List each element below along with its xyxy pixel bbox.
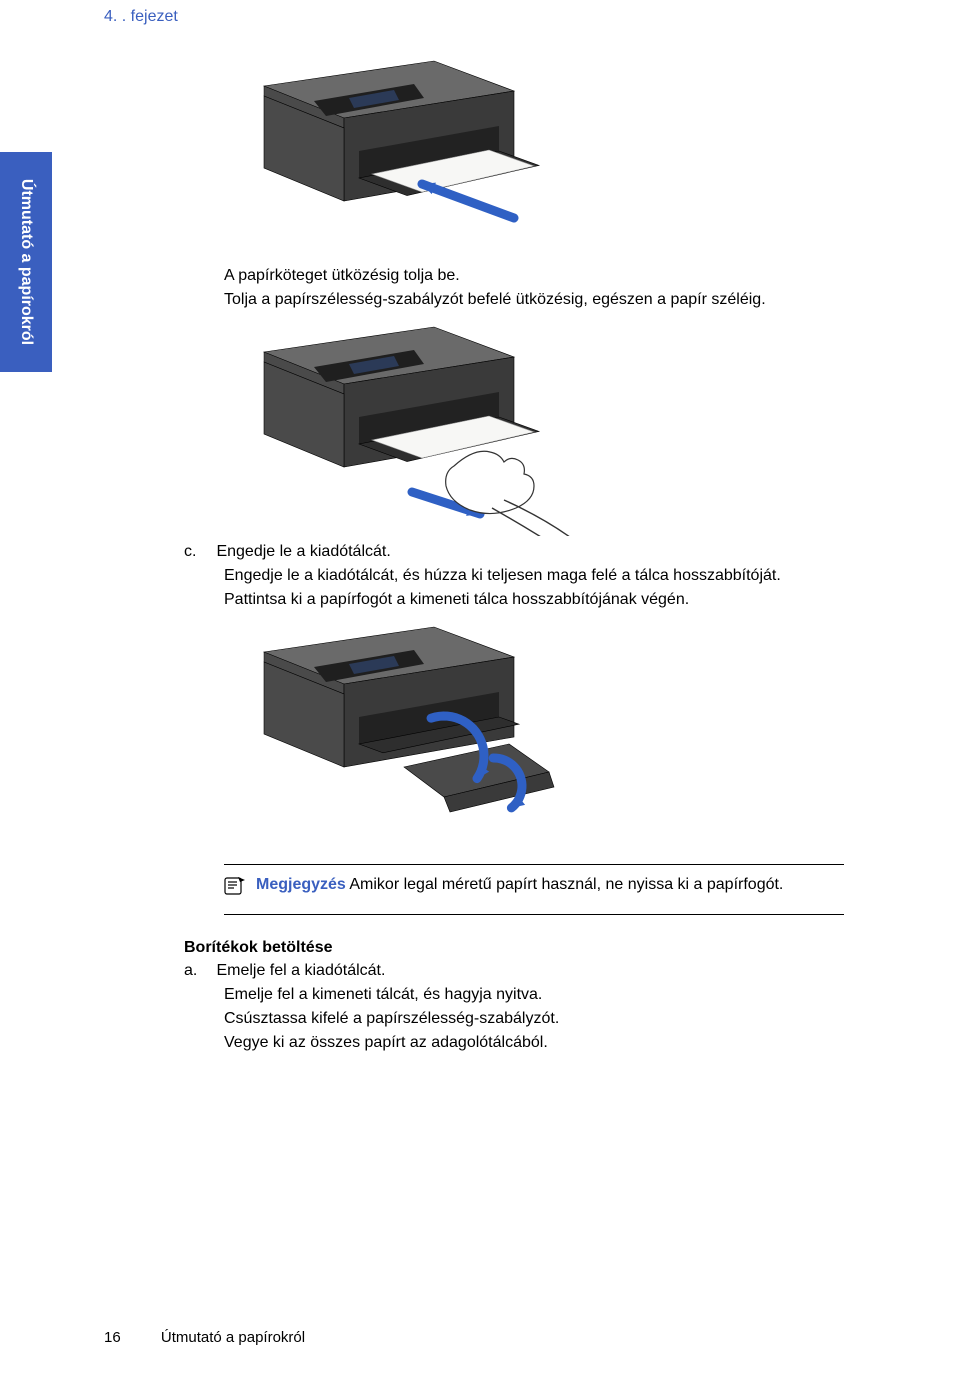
illustration-3 bbox=[244, 616, 564, 846]
step-c: c. Engedje le a kiadótálcát. bbox=[184, 542, 874, 562]
para-push-stack: A papírköteget ütközésig tolja be. bbox=[224, 266, 874, 286]
note-box: Megjegyzés Amikor legal méretű papírt ha… bbox=[224, 864, 844, 915]
content-area: A papírköteget ütközésig tolja be. Tolja… bbox=[104, 44, 874, 1055]
footer-title: Útmutató a papírokról bbox=[161, 1329, 305, 1346]
step-c-letter: c. bbox=[184, 542, 212, 562]
note-lead: Megjegyzés bbox=[256, 876, 346, 893]
note-text: Megjegyzés Amikor legal méretű papírt ha… bbox=[256, 875, 783, 896]
side-tab: Útmutató a papírokról bbox=[0, 152, 52, 372]
chapter-header: 4. . fejezet bbox=[104, 8, 178, 26]
step-a-letter: a. bbox=[184, 961, 212, 981]
step-c-line3: Pattintsa ki a papírfogót a kimeneti tál… bbox=[224, 590, 874, 610]
step-a-line4: Vegye ki az összes papírt az adagolótálc… bbox=[224, 1033, 874, 1053]
step-a-line3: Csúsztassa kifelé a papírszélesség-szabá… bbox=[224, 1009, 874, 1029]
step-a-line2: Emelje fel a kimeneti tálcát, és hagyja … bbox=[224, 985, 874, 1005]
illustration-2 bbox=[244, 316, 604, 536]
note-icon bbox=[224, 875, 246, 902]
illustration-1 bbox=[244, 50, 564, 260]
para-width-guide: Tolja a papírszélesség-szabályzót befelé… bbox=[224, 290, 874, 310]
step-a: a. Emelje fel a kiadótálcát. bbox=[184, 961, 874, 981]
step-c-title: Engedje le a kiadótálcát. bbox=[216, 543, 390, 560]
side-tab-label: Útmutató a papírokról bbox=[17, 179, 35, 345]
section-envelopes-title: Borítékok betöltése bbox=[184, 939, 874, 957]
page-number: 16 bbox=[104, 1329, 121, 1346]
note-rest: Amikor legal méretű papírt használ, ne n… bbox=[346, 876, 784, 893]
footer: 16 Útmutató a papírokról bbox=[104, 1329, 305, 1346]
note-rule-bottom bbox=[224, 914, 844, 915]
note-rule-top bbox=[224, 864, 844, 865]
step-a-title: Emelje fel a kiadótálcát. bbox=[216, 962, 385, 979]
step-c-line2: Engedje le a kiadótálcát, és húzza ki te… bbox=[224, 566, 874, 586]
